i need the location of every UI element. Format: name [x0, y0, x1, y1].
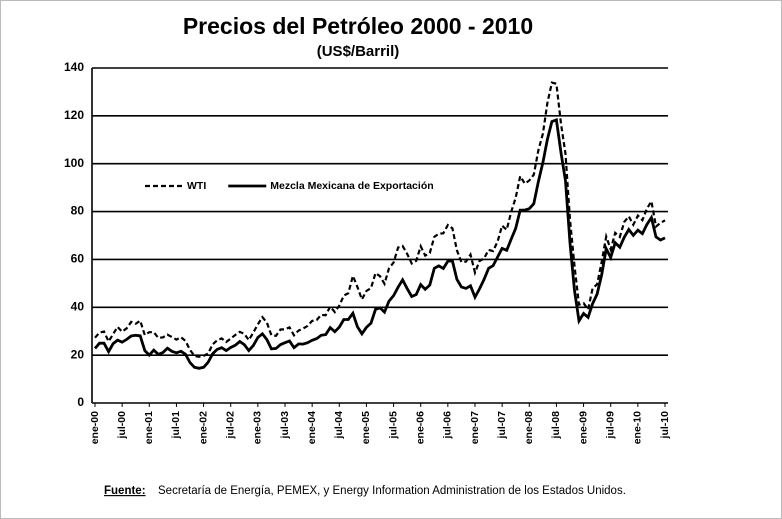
x-tick-label: jul-02: [224, 411, 236, 440]
y-tick-label: 60: [71, 252, 85, 266]
x-tick-label: jul-03: [279, 411, 291, 440]
x-tick-label: jul-00: [116, 411, 128, 440]
x-tick-label: ene-10: [632, 411, 644, 444]
y-tick-label: 0: [77, 395, 84, 409]
legend-label: Mezcla Mexicana de Exportación: [270, 180, 433, 192]
x-tick-label: jul-10: [659, 411, 671, 440]
x-tick-label: ene-05: [360, 411, 372, 444]
x-tick-label: jul-04: [333, 411, 345, 440]
source-text: Secretaría de Energía, PEMEX, y Energy I…: [158, 485, 626, 497]
series-line: [93, 117, 666, 370]
x-tick-label: jul-07: [496, 411, 508, 440]
x-tick-label: jul-05: [387, 411, 399, 440]
y-tick-label: 20: [71, 347, 85, 361]
y-tick-label: 100: [64, 156, 84, 170]
x-tick-label: ene-06: [414, 411, 426, 444]
x-tick-label: ene-02: [197, 411, 209, 444]
x-tick-label: jul-09: [604, 411, 616, 440]
chart-title: Precios del Petróleo 2000 - 2010: [183, 13, 533, 39]
x-tick-label: ene-01: [143, 411, 155, 444]
y-tick-label: 140: [64, 60, 84, 74]
chart-subtitle: (US$/Barril): [317, 43, 400, 60]
y-tick-label: 80: [71, 204, 85, 218]
x-tick-label: ene-04: [306, 411, 318, 444]
x-tick-label: jul-06: [442, 411, 454, 440]
legend-label: WTI: [187, 180, 206, 192]
x-tick-label: ene-07: [469, 411, 481, 444]
x-tick-label: ene-00: [89, 411, 101, 444]
source-label: Fuente:: [104, 485, 146, 497]
x-tick-label: ene-09: [577, 411, 589, 444]
x-tick-label: ene-08: [523, 411, 535, 444]
y-tick-label: 120: [64, 108, 84, 122]
y-tick-label: 40: [71, 299, 85, 313]
x-tick-label: jul-01: [170, 411, 182, 440]
series-line: [94, 81, 666, 358]
x-tick-label: ene-03: [252, 411, 264, 444]
x-tick-label: jul-08: [550, 411, 562, 440]
